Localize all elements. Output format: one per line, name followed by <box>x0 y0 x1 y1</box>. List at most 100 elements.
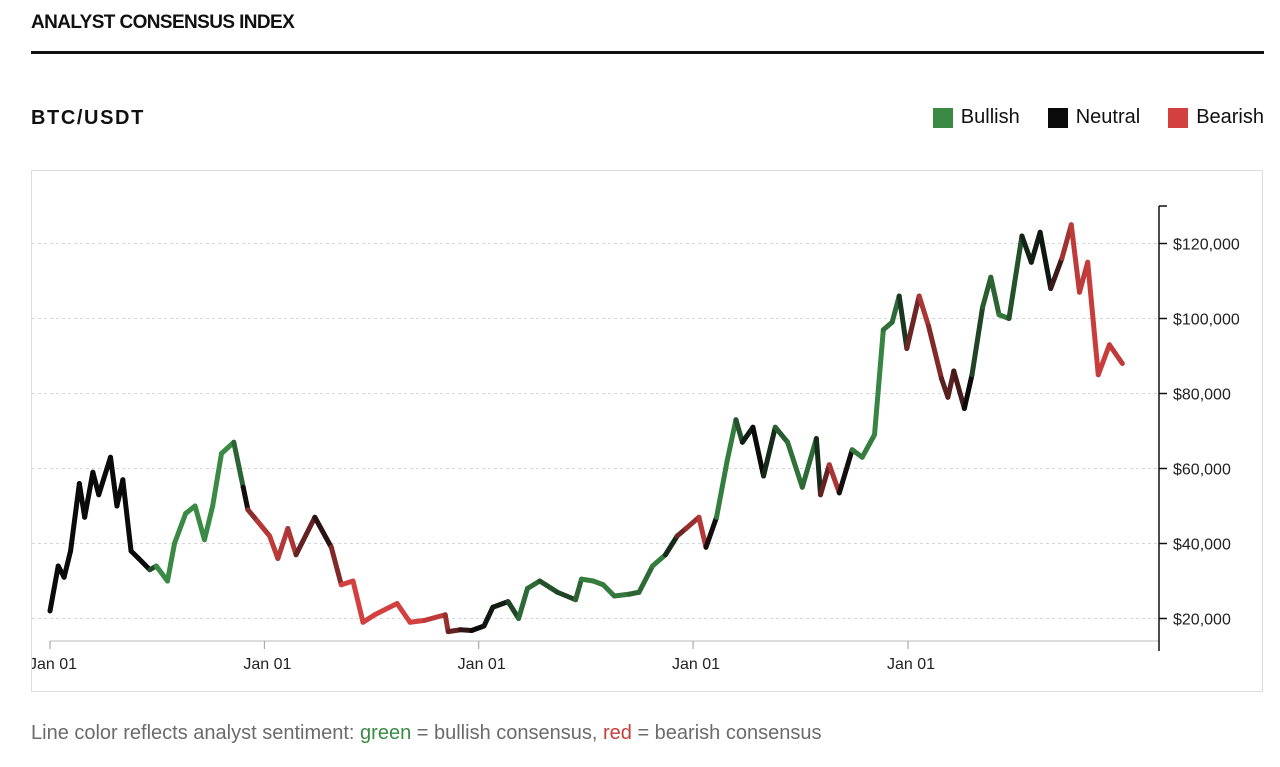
price-line-segment <box>683 514 702 531</box>
caption-green-word: green <box>360 722 412 744</box>
legend-swatch-bullish <box>932 107 953 128</box>
y-tick-label: $20,000 <box>1173 612 1231 629</box>
price-line-segment <box>537 578 560 595</box>
price-line-segment <box>859 432 878 460</box>
price-line-segment <box>293 514 318 558</box>
price-line-segment <box>611 591 633 599</box>
price-line-segment <box>872 327 886 438</box>
x-tick-label: Jan 01 <box>887 656 935 673</box>
legend-item-bullish: Bullish <box>932 106 1020 129</box>
price-line-segment <box>799 436 819 490</box>
price-line-segment <box>1048 256 1065 291</box>
page-title: ANALYST CONSENSUS INDEX <box>31 12 295 33</box>
y-tick-label: $120,000 <box>1173 237 1240 254</box>
price-line-segment <box>442 612 451 635</box>
price-line-segment <box>312 514 334 550</box>
x-tick-label: Jan 01 <box>458 656 506 673</box>
price-line-segment <box>82 469 96 520</box>
price-line-segment <box>210 451 224 509</box>
price-line-segment <box>896 293 910 351</box>
price-line-segment <box>422 612 448 623</box>
legend-label-bearish: Bearish <box>1196 106 1264 128</box>
price-chart: Jan 01 Jan 01 Jan 01 Jan 01 Jan 01 $20,000 $40… <box>32 205 1240 673</box>
price-line-segment <box>372 601 400 618</box>
price-line-segment <box>516 586 530 621</box>
legend-swatch-bearish <box>1168 107 1189 128</box>
price-line-segment <box>61 548 74 580</box>
price-line-segment <box>750 424 767 479</box>
price-line-segment <box>120 477 134 554</box>
legend-label-bullish: Bullish <box>960 106 1020 128</box>
price-line-segment <box>650 552 668 569</box>
price-line-segment <box>714 458 730 520</box>
price-line-segment <box>785 439 805 490</box>
price-line-segment <box>817 462 832 498</box>
price-line-segment <box>724 417 739 464</box>
y-tick-label: $60,000 <box>1173 462 1231 479</box>
price-line-segment <box>350 578 366 625</box>
price-line-segment <box>951 368 967 411</box>
legend-item-bearish: Bearish <box>1168 106 1264 129</box>
price-line-segment <box>926 323 944 381</box>
price-line-segment <box>328 544 344 588</box>
price-line-segment <box>394 601 413 625</box>
price-line-segment <box>481 604 496 629</box>
price-line-segment <box>201 503 216 543</box>
price-line-segment <box>107 454 120 509</box>
price-line-segment <box>1037 229 1054 291</box>
price-line-segment <box>192 503 207 543</box>
price-line-segment <box>1019 233 1034 265</box>
price-line-segment <box>254 518 273 539</box>
price-line-segment <box>696 514 709 550</box>
chart-frame: Jan 01 Jan 01 Jan 01 Jan 01 Jan 01 $20,000 $40… <box>31 170 1263 692</box>
caption-middle: = bullish consensus, <box>411 722 603 744</box>
price-line-segment <box>703 514 720 550</box>
price-line-segment <box>1095 342 1112 378</box>
chart-caption: Line color reflects analyst sentiment: g… <box>31 722 821 745</box>
price-line-segment <box>600 582 617 599</box>
legend-swatch-neutral <box>1047 107 1068 128</box>
price-line-segment <box>554 589 579 603</box>
price-line-segment <box>240 484 251 513</box>
price-line-segment <box>1106 342 1125 366</box>
caption-prefix: Line color reflects analyst sentiment: <box>31 722 361 744</box>
legend-label-neutral: Neutral <box>1075 106 1141 128</box>
x-tick-label: Jan 01 <box>32 656 77 673</box>
price-line-segment <box>916 293 932 329</box>
price-line-segment <box>490 599 511 610</box>
y-tick-label: $80,000 <box>1173 387 1231 404</box>
title-divider <box>31 51 1264 54</box>
legend-item-neutral: Neutral <box>1047 106 1141 129</box>
price-line-segment <box>68 481 82 554</box>
price-line-segment <box>662 533 680 558</box>
x-tick-label: Jan 01 <box>672 656 720 673</box>
y-tick-label: $40,000 <box>1173 537 1231 554</box>
price-line-segment <box>164 541 178 584</box>
price-line-segment <box>836 447 855 496</box>
price-line-segment <box>636 563 656 595</box>
price-line-segment <box>1006 233 1025 321</box>
price-line-segment <box>1068 222 1082 295</box>
price-line-segment <box>136 556 153 573</box>
caption-red-word: red <box>602 722 632 744</box>
price-line-segment <box>761 424 778 479</box>
y-tick-label: $100,000 <box>1173 312 1240 329</box>
price-line-segment <box>172 511 189 546</box>
price-line-segment <box>573 576 584 603</box>
price-line-segment <box>904 293 922 351</box>
price-line-segment <box>733 417 745 445</box>
price-line-segment <box>772 424 791 445</box>
price-line-segment <box>47 563 61 614</box>
price-line-segment <box>813 436 823 498</box>
price-line-segment <box>231 439 246 490</box>
caption-suffix: = bearish consensus <box>631 722 822 744</box>
price-line-segment <box>961 372 975 411</box>
pair-label: BTC/USDT <box>31 107 145 129</box>
legend: Bullish Neutral Bearish <box>932 106 1264 129</box>
price-line-segment <box>285 526 299 558</box>
price-line-segment <box>826 462 842 496</box>
price-line-segment <box>96 454 113 498</box>
x-tick-label: Jan 01 <box>243 656 291 673</box>
price-line-segment <box>988 274 1002 318</box>
price-line-segment <box>275 526 291 561</box>
